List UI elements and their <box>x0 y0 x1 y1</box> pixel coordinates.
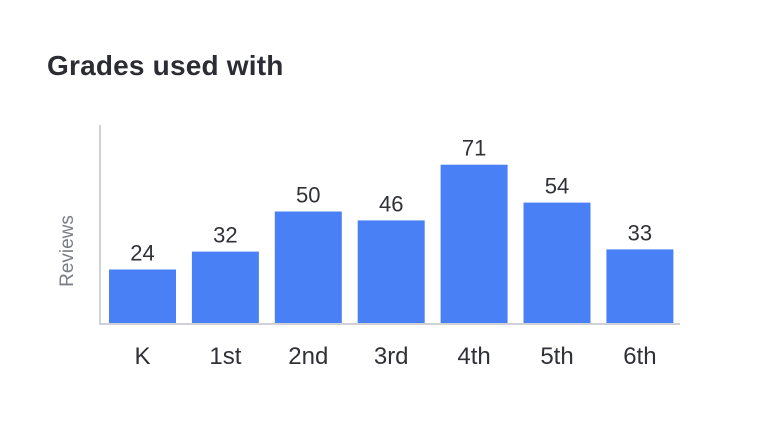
data-label-6th: 33 <box>628 220 652 245</box>
bar-6th <box>606 249 674 323</box>
data-label-4th: 71 <box>462 136 486 161</box>
x-tick-labels: K 1st 2nd 3rd 4th 5th 6th <box>134 343 656 370</box>
data-label-k: 24 <box>130 241 154 266</box>
data-label-3rd: 46 <box>379 191 403 216</box>
x-tick-6th: 6th <box>623 343 656 370</box>
bar-4th <box>440 164 508 323</box>
data-label-2nd: 50 <box>296 183 320 208</box>
x-tick-1st: 1st <box>209 343 241 370</box>
x-tick-5th: 5th <box>540 343 573 370</box>
data-label-1st: 32 <box>213 223 237 248</box>
chart-title: Grades used with <box>47 50 284 81</box>
x-tick-2nd: 2nd <box>288 343 328 370</box>
bar-5th <box>523 202 591 323</box>
bar-1st <box>191 251 259 323</box>
data-labels: 24 32 50 46 71 54 33 <box>130 136 652 266</box>
bar-2nd <box>274 211 342 323</box>
x-tick-4th: 4th <box>457 343 490 370</box>
data-label-5th: 54 <box>545 174 569 199</box>
x-tick-k: K <box>134 343 150 370</box>
y-axis-title: Reviews <box>57 215 78 287</box>
x-tick-3rd: 3rd <box>374 343 409 370</box>
bar-3rd <box>357 220 425 323</box>
bar-k <box>109 269 176 323</box>
bars <box>109 164 674 323</box>
